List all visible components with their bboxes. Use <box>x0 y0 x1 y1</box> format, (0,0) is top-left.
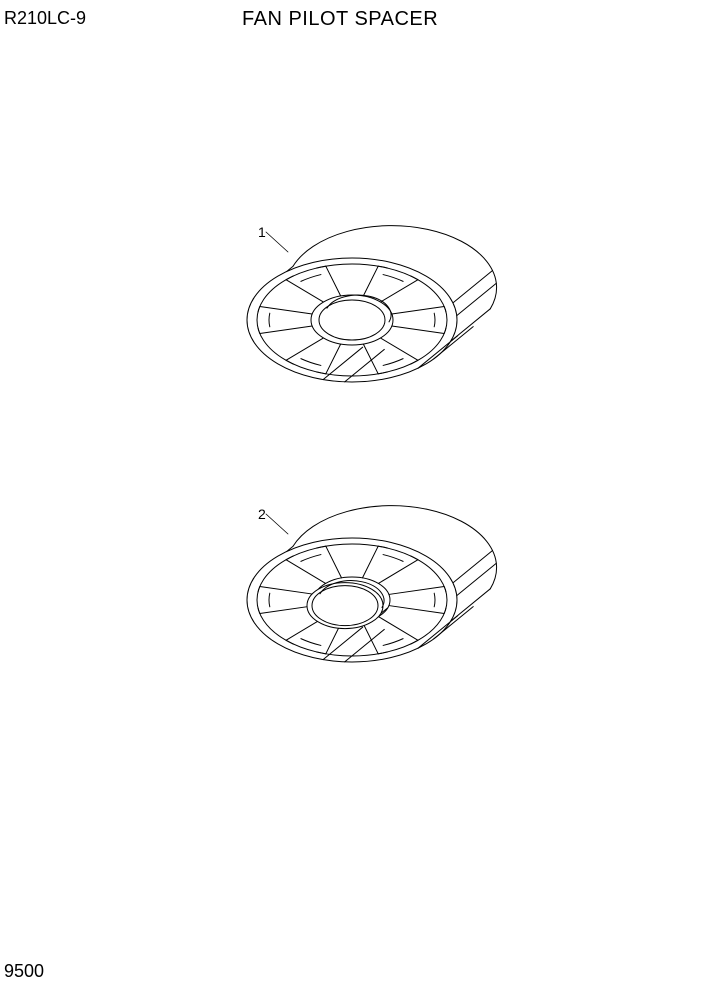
parts-diagram <box>0 0 702 992</box>
spacer-with-hub <box>247 506 497 662</box>
callout-2: 2 <box>258 506 266 522</box>
callout-1: 1 <box>258 224 266 240</box>
